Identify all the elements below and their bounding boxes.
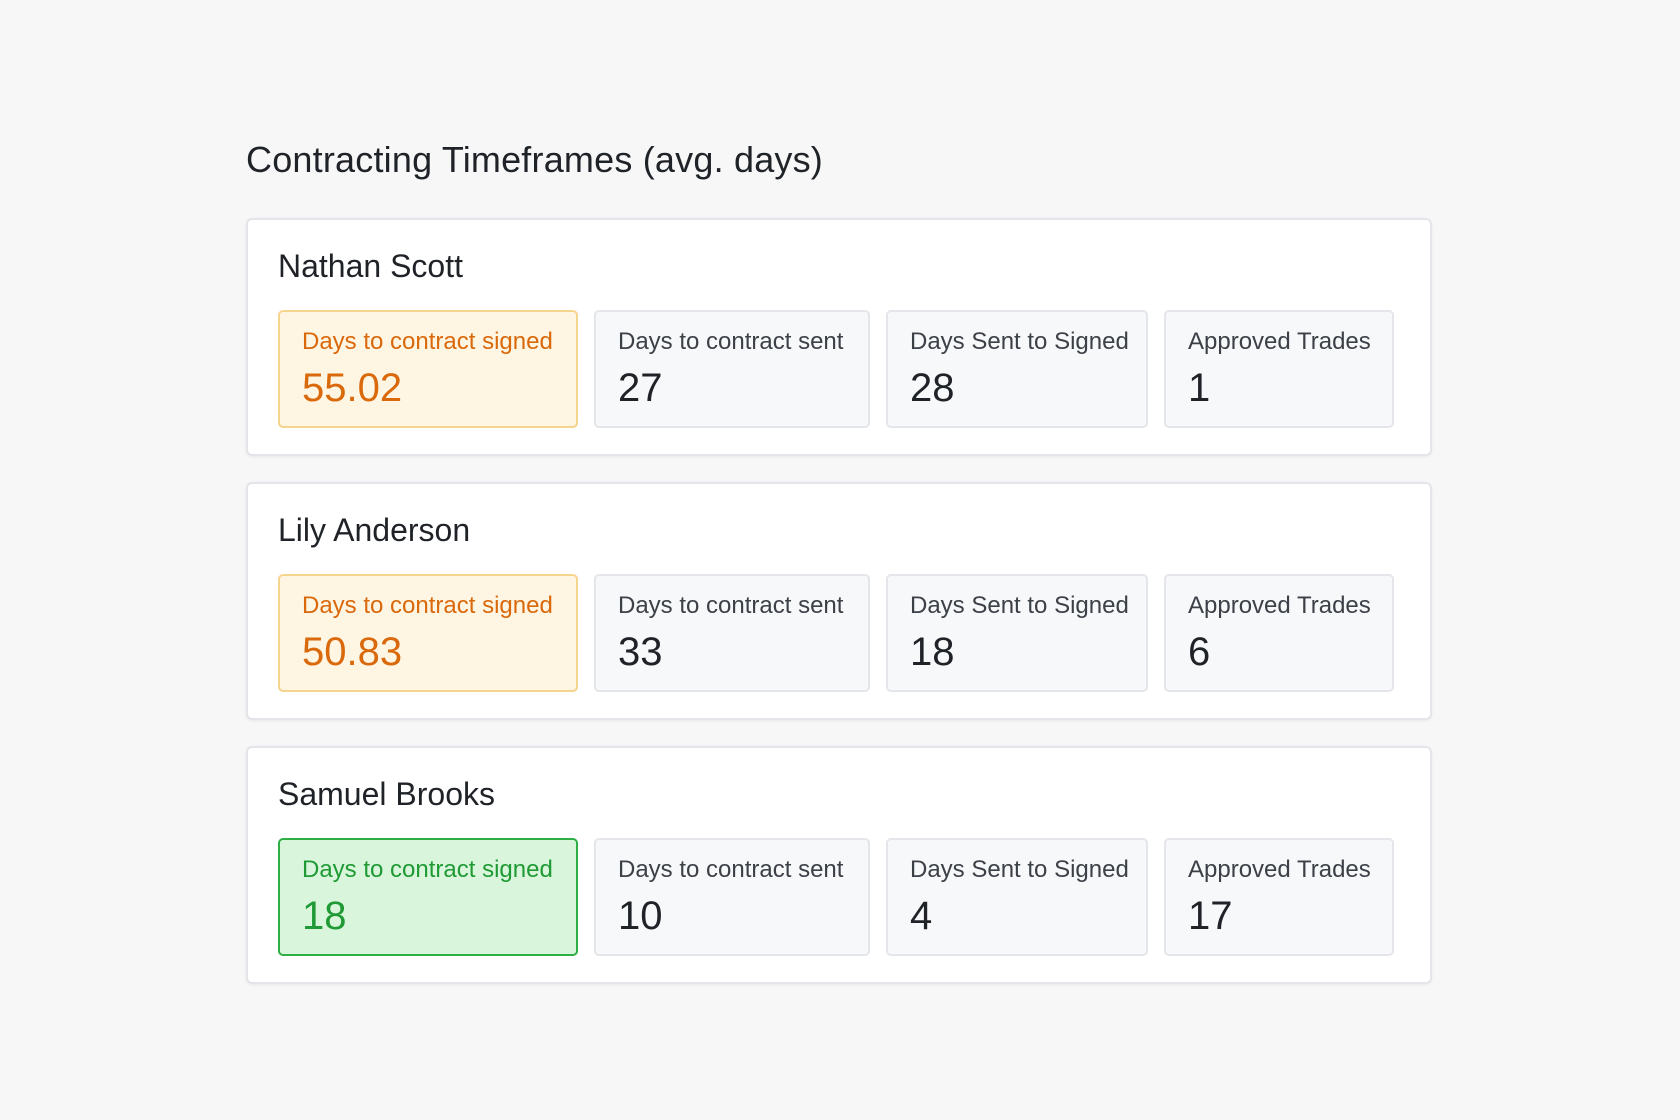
metric-value: 33 xyxy=(618,630,663,674)
metric-approved-trades: Approved Trades 1 xyxy=(1164,310,1394,428)
metric-approved-trades: Approved Trades 17 xyxy=(1164,838,1394,956)
metric-value: 18 xyxy=(302,894,347,938)
metric-label: Days to contract sent xyxy=(618,856,844,883)
person-name: Lily Anderson xyxy=(278,512,471,548)
person-card-samuel-brooks: Samuel Brooks Days to contract signed 18… xyxy=(246,746,1432,984)
metric-days-to-contract-sent: Days to contract sent 10 xyxy=(594,838,870,956)
metrics-row: Days to contract signed 55.02 Days to co… xyxy=(278,310,1400,428)
metric-value: 6 xyxy=(1188,630,1211,674)
metric-label: Days Sent to Signed xyxy=(910,856,1129,883)
metric-value: 50.83 xyxy=(302,630,403,674)
page-title: Contracting Timeframes (avg. days) xyxy=(246,139,823,180)
metric-value: 10 xyxy=(618,894,663,938)
metric-label: Approved Trades xyxy=(1188,592,1371,619)
metrics-row: Days to contract signed 50.83 Days to co… xyxy=(278,574,1400,692)
person-card-lily-anderson: Lily Anderson Days to contract signed 50… xyxy=(246,482,1432,720)
metric-value: 55.02 xyxy=(302,366,403,410)
metric-days-to-contract-signed: Days to contract signed 50.83 xyxy=(278,574,578,692)
metric-label: Days Sent to Signed xyxy=(910,592,1129,619)
metric-value: 18 xyxy=(910,630,955,674)
metric-days-to-contract-sent: Days to contract sent 27 xyxy=(594,310,870,428)
metric-label: Days to contract signed xyxy=(302,592,553,619)
metric-label: Days to contract sent xyxy=(618,592,844,619)
metric-label: Approved Trades xyxy=(1188,856,1371,883)
metric-days-to-contract-signed: Days to contract signed 55.02 xyxy=(278,310,578,428)
metric-value: 17 xyxy=(1188,894,1233,938)
metric-value: 4 xyxy=(910,894,933,938)
person-name: Samuel Brooks xyxy=(278,776,495,812)
metric-value: 27 xyxy=(618,366,663,410)
contracting-timeframes-section: Contracting Timeframes (avg. days) Natha… xyxy=(246,136,1432,1010)
metric-days-sent-to-signed: Days Sent to Signed 28 xyxy=(886,310,1148,428)
metric-value: 1 xyxy=(1188,366,1211,410)
metric-label: Days Sent to Signed xyxy=(910,328,1129,355)
metric-label: Days to contract signed xyxy=(302,328,553,355)
metric-approved-trades: Approved Trades 6 xyxy=(1164,574,1394,692)
metrics-row: Days to contract signed 18 Days to contr… xyxy=(278,838,1400,956)
metric-label: Days to contract signed xyxy=(302,856,553,883)
metric-days-to-contract-signed: Days to contract signed 18 xyxy=(278,838,578,956)
metric-days-to-contract-sent: Days to contract sent 33 xyxy=(594,574,870,692)
metric-value: 28 xyxy=(910,366,955,410)
metric-days-sent-to-signed: Days Sent to Signed 18 xyxy=(886,574,1148,692)
metric-label: Approved Trades xyxy=(1188,328,1371,355)
metric-label: Days to contract sent xyxy=(618,328,844,355)
metric-days-sent-to-signed: Days Sent to Signed 4 xyxy=(886,838,1148,956)
person-name: Nathan Scott xyxy=(278,248,463,284)
person-card-nathan-scott: Nathan Scott Days to contract signed 55.… xyxy=(246,218,1432,456)
